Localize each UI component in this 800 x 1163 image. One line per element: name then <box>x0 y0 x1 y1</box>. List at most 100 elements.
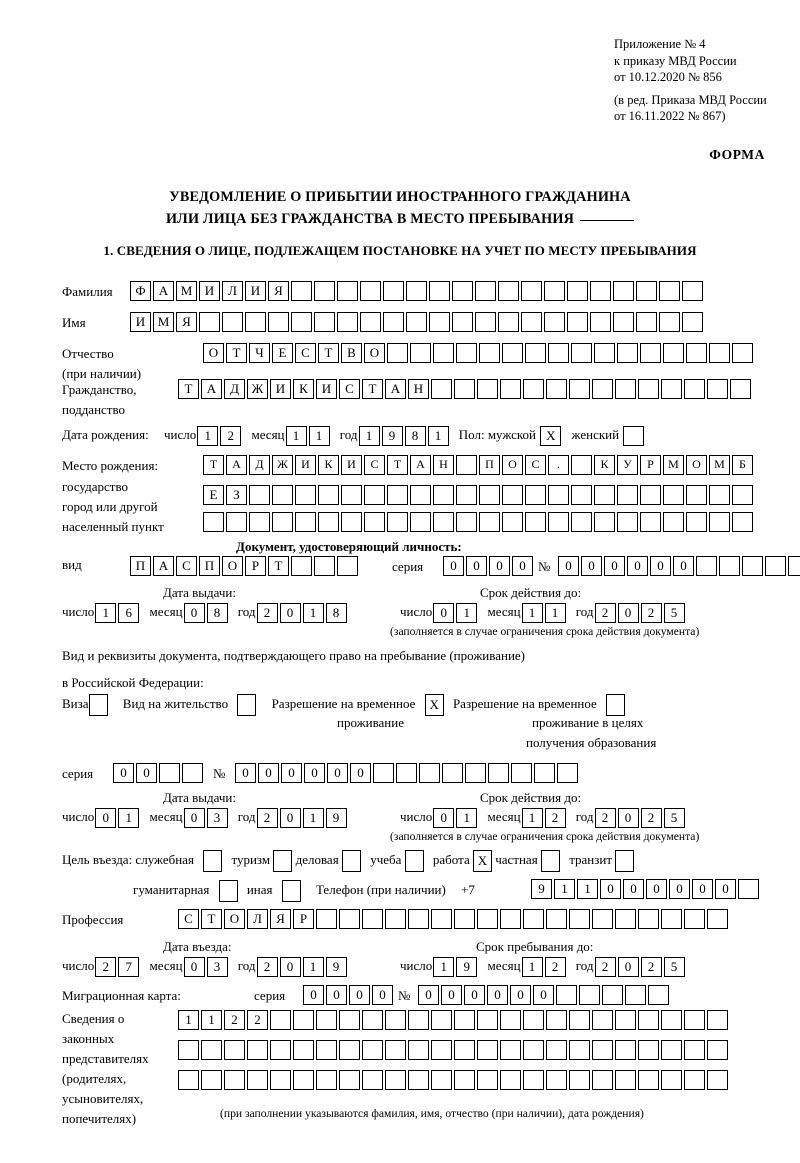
form-cell[interactable] <box>500 1010 521 1030</box>
form-cell[interactable] <box>592 909 613 929</box>
form-cell[interactable] <box>594 512 615 532</box>
form-cell[interactable] <box>295 485 316 505</box>
form-cell[interactable]: 0 <box>441 985 462 1005</box>
form-cell[interactable]: Ж <box>272 455 293 475</box>
date-digit-box[interactable]: 1 <box>95 603 117 624</box>
date-digit-box[interactable]: 0 <box>183 603 205 624</box>
form-cell[interactable] <box>318 485 339 505</box>
form-cell[interactable] <box>500 1040 521 1060</box>
form-cell[interactable]: Т <box>318 343 339 363</box>
form-cell[interactable] <box>456 485 477 505</box>
form-cell[interactable] <box>719 556 740 576</box>
date-digit-box[interactable]: 9 <box>456 957 478 978</box>
date-digit-box[interactable]: 1 <box>308 426 330 447</box>
form-cell[interactable] <box>383 281 404 301</box>
form-cell[interactable] <box>226 512 247 532</box>
date-digit-box[interactable]: 5 <box>663 603 685 624</box>
form-cell[interactable]: О <box>224 909 245 929</box>
form-cell[interactable] <box>732 485 753 505</box>
purpose-study-checkbox[interactable] <box>404 850 424 873</box>
form-cell[interactable] <box>569 1070 590 1090</box>
form-cell[interactable] <box>293 1040 314 1060</box>
form-cell[interactable] <box>454 1010 475 1030</box>
form-cell[interactable]: 0 <box>627 556 648 576</box>
form-cell[interactable] <box>385 909 406 929</box>
form-cell[interactable]: И <box>316 379 337 399</box>
form-cell[interactable] <box>339 1010 360 1030</box>
form-cell[interactable] <box>293 1070 314 1090</box>
form-cell[interactable]: С <box>364 455 385 475</box>
sex-male-checkbox[interactable]: X <box>540 426 562 447</box>
form-cell[interactable] <box>579 985 600 1005</box>
form-cell[interactable]: 0 <box>600 879 621 899</box>
form-cell[interactable]: 2 <box>224 1010 245 1030</box>
form-cell[interactable] <box>429 281 450 301</box>
form-cell[interactable] <box>602 985 623 1005</box>
form-cell[interactable] <box>521 281 542 301</box>
form-cell[interactable]: Л <box>247 909 268 929</box>
date-digit-box[interactable]: 2 <box>594 957 616 978</box>
form-cell[interactable]: 0 <box>326 985 347 1005</box>
form-cell[interactable]: 0 <box>558 556 579 576</box>
form-cell[interactable] <box>617 512 638 532</box>
form-cell[interactable]: М <box>176 281 197 301</box>
form-cell[interactable] <box>661 1010 682 1030</box>
form-cell[interactable] <box>387 343 408 363</box>
form-cell[interactable] <box>594 485 615 505</box>
date-digit-box[interactable]: 1 <box>521 957 543 978</box>
form-cell[interactable] <box>291 281 312 301</box>
form-cell[interactable] <box>548 512 569 532</box>
form-cell[interactable] <box>500 1070 521 1090</box>
form-cell[interactable] <box>362 909 383 929</box>
form-cell[interactable] <box>534 763 555 783</box>
form-cell[interactable] <box>362 1070 383 1090</box>
date-digit-box[interactable]: 5 <box>663 957 685 978</box>
form-cell[interactable] <box>431 1010 452 1030</box>
form-cell[interactable]: 1 <box>554 879 575 899</box>
purpose-business-checkbox[interactable] <box>341 850 361 873</box>
form-cell[interactable] <box>707 1040 728 1060</box>
form-cell[interactable] <box>615 909 636 929</box>
form-cell[interactable] <box>408 1040 429 1060</box>
form-cell[interactable]: Т <box>203 455 224 475</box>
date-digit-box[interactable]: 8 <box>325 603 347 624</box>
form-cell[interactable]: 0 <box>669 879 690 899</box>
form-cell[interactable]: Е <box>272 343 293 363</box>
date-digit-box[interactable]: 1 <box>302 603 324 624</box>
form-cell[interactable] <box>291 556 312 576</box>
form-cell[interactable] <box>569 1010 590 1030</box>
form-cell[interactable] <box>479 485 500 505</box>
form-cell[interactable] <box>316 1010 337 1030</box>
date-digit-box[interactable]: 1 <box>197 426 219 447</box>
form-cell[interactable]: Я <box>268 281 289 301</box>
form-cell[interactable] <box>224 1040 245 1060</box>
form-cell[interactable] <box>373 763 394 783</box>
form-cell[interactable] <box>594 343 615 363</box>
form-cell[interactable] <box>661 1070 682 1090</box>
form-cell[interactable] <box>498 281 519 301</box>
form-cell[interactable] <box>247 1070 268 1090</box>
form-cell[interactable]: 0 <box>581 556 602 576</box>
form-cell[interactable]: Т <box>387 455 408 475</box>
form-cell[interactable] <box>406 312 427 332</box>
form-cell[interactable]: К <box>293 379 314 399</box>
form-cell[interactable] <box>385 1010 406 1030</box>
form-cell[interactable]: 0 <box>372 985 393 1005</box>
form-cell[interactable]: 0 <box>623 879 644 899</box>
form-cell[interactable] <box>592 1040 613 1060</box>
form-cell[interactable] <box>500 379 521 399</box>
date-digit-box[interactable]: 9 <box>381 426 403 447</box>
form-cell[interactable]: И <box>270 379 291 399</box>
date-digit-box[interactable]: 3 <box>206 808 228 829</box>
form-cell[interactable] <box>521 312 542 332</box>
